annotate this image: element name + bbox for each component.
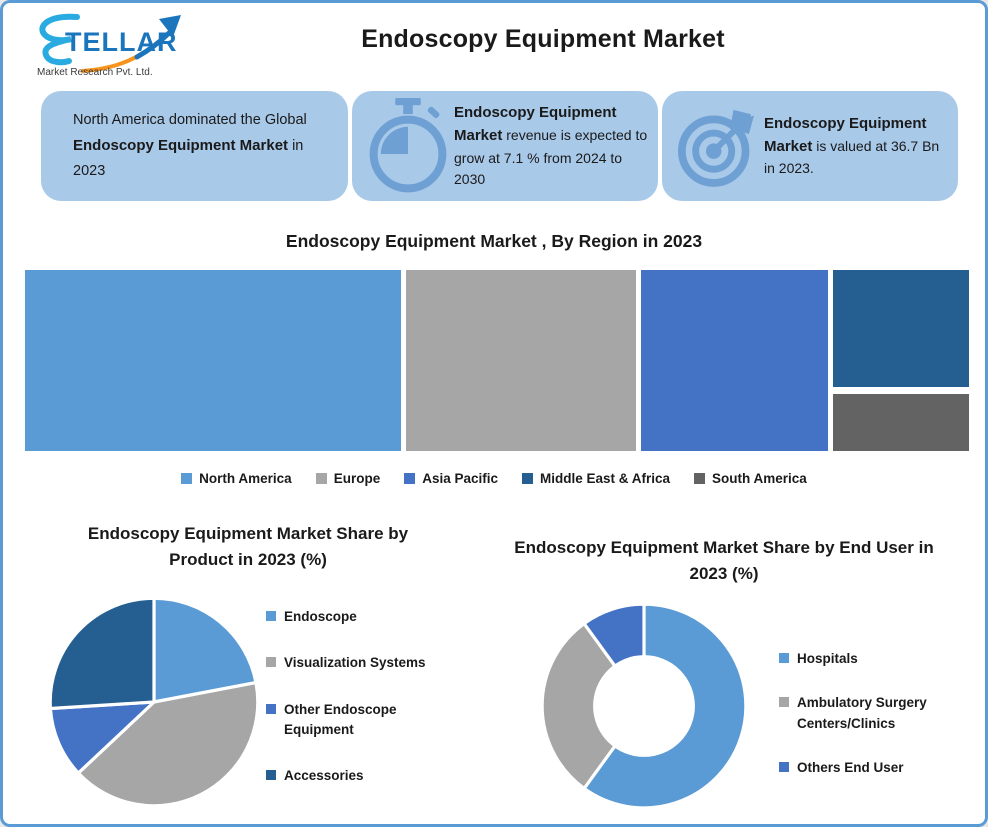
legend-label: Accessories: [284, 768, 364, 783]
treemap-block-north-america: [25, 270, 401, 451]
treemap-column: [25, 270, 401, 451]
stellar-logo-graphic: TELLAR Market Research Pvt. Ltd.: [37, 13, 181, 78]
legend-swatch: [779, 653, 789, 663]
highlight-box-1-text: North America dominated the Global Endos…: [73, 108, 330, 184]
legend-item-north-america: North America: [181, 471, 292, 486]
legend-item-europe: Europe: [315, 471, 381, 486]
legend-swatch: [779, 761, 789, 772]
legend-label: Endoscope: [284, 609, 357, 624]
legend-label: Other Endoscope Equipment: [284, 701, 397, 737]
treemap-block-middle-east-africa: [833, 270, 969, 387]
treemap-block-europe: [405, 270, 637, 451]
enduser-donut-legend: Hospitals Ambulatory Surgery Centers/Clin…: [779, 649, 965, 778]
logo-arrowhead-icon: [159, 15, 181, 37]
legend-item-asia-pacific: Asia Pacific: [404, 471, 498, 486]
pie-slice-visualization-systems: [76, 680, 260, 808]
legend-label: Asia Pacific: [422, 471, 499, 486]
legend-label: Visualization Systems: [284, 655, 426, 671]
pie-slice-endoscope: [152, 596, 258, 704]
legend-swatch: [694, 473, 706, 484]
legend-item-hospitals: Hospitals: [779, 649, 965, 669]
product-pie-chart: [48, 596, 260, 808]
legend-swatch: [404, 473, 416, 484]
legend-label: Ambulatory Surgery Centers/Clinics: [797, 695, 927, 731]
highlight-box-north-america: North America dominated the Global Endos…: [41, 91, 348, 201]
legend-item-visualization-systems: Visualization Systems: [266, 653, 464, 673]
product-pie-legend: Endoscope Visualization Systems Other Endo…: [266, 607, 464, 786]
legend-swatch: [779, 697, 789, 708]
highlight-box-growth: Endoscopy Equipment Market revenue is ex…: [352, 91, 658, 201]
highlight-box-valuation: Endoscopy Equipment Market is valued at …: [662, 91, 958, 201]
stellar-logo: TELLAR Market Research Pvt. Ltd.: [31, 11, 191, 81]
legend-item-accessories: Accessories: [266, 766, 464, 786]
legend-label: Middle East & Africa: [540, 471, 671, 486]
treemap-block-south-america: [833, 394, 969, 451]
legend-label: Hospitals: [797, 651, 858, 666]
treemap-column: [833, 270, 969, 451]
logo-s-swoosh: [39, 13, 80, 66]
text-segment: Endoscopy Equipment Market: [73, 137, 289, 155]
highlight-box-2-text: Endoscopy Equipment Market revenue is ex…: [454, 101, 648, 191]
logo-subtitle: Market Research Pvt. Ltd.: [37, 67, 153, 78]
treemap-block-asia-pacific: [641, 270, 829, 451]
legend-swatch: [266, 657, 276, 668]
logo-arrow-shaft-icon: [134, 30, 172, 60]
text-segment: North America dominated the Global: [73, 112, 307, 129]
text-segment: is valued at 36.7 Bn in 2023.: [764, 138, 940, 177]
legend-item-others-end-user: Others End User: [779, 758, 965, 778]
treemap-column: [405, 270, 637, 451]
legend-label: South America: [712, 471, 807, 486]
pie-slice-accessories: [48, 596, 156, 711]
enduser-donut-chart: [540, 602, 748, 810]
legend-swatch: [266, 770, 276, 780]
text-segment: Endoscopy Equipment Market: [764, 114, 927, 156]
legend-swatch: [266, 611, 276, 621]
region-legend: North America Europe Asia Pacific Middle Ea…: [3, 471, 985, 486]
stopwatch-icon: [362, 98, 454, 194]
text-segment: Endoscopy Equipment Market: [454, 104, 617, 145]
text-segment: revenue is expected to grow at 7.1 % fro…: [454, 127, 648, 188]
region-chart-title: Endoscopy Equipment Market , By Region i…: [285, 231, 703, 251]
legend-swatch: [266, 703, 276, 714]
legend-item-other-endoscope-equipment: Other Endoscope Equipment: [266, 700, 464, 741]
region-treemap: [25, 270, 969, 451]
text-segment: in 2023: [73, 138, 304, 179]
legend-swatch: [315, 473, 327, 484]
highlight-box-3-text: Endoscopy Equipment Market is valued at …: [764, 112, 948, 180]
page-title: Endoscopy Equipment Market: [361, 25, 725, 53]
legend-swatch: [522, 473, 534, 484]
enduser-donut-title: Endoscopy Equipment Market Share by End …: [514, 538, 934, 584]
legend-item-middle-east-africa: Middle East & Africa: [522, 471, 670, 486]
legend-label: Europe: [333, 471, 381, 486]
donut-hole: [593, 655, 695, 757]
treemap-column: [641, 270, 829, 451]
product-pie-title: Endoscopy Equipment Market Share by Prod…: [87, 524, 409, 570]
target-icon: [672, 100, 764, 192]
legend-item-ambulatory-surgery-centers-clinics: Ambulatory Surgery Centers/Clinics: [779, 693, 965, 734]
legend-label: North America: [199, 471, 292, 486]
legend-item-endoscope: Endoscope: [266, 607, 464, 627]
legend-swatch: [181, 473, 193, 484]
legend-item-south-america: South America: [694, 471, 807, 486]
legend-label: Others End User: [797, 759, 904, 775]
